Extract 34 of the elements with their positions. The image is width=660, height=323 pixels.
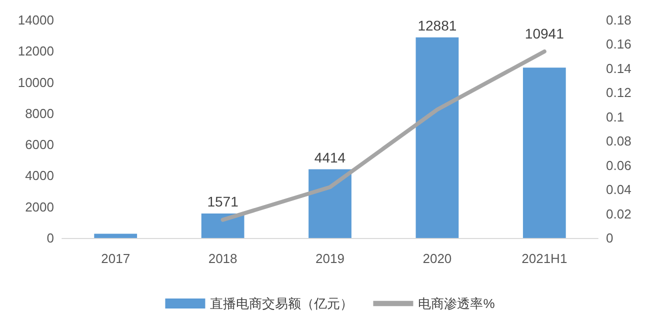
x-tick-label: 2017: [101, 251, 130, 266]
y2-tick-label: 0.08: [606, 134, 632, 149]
y2-tick-label: 0.16: [606, 36, 632, 52]
data-label: 1571: [207, 194, 239, 210]
legend-label: 电商渗透率%: [418, 296, 496, 311]
legend-label: 直播电商交易额（亿元）: [210, 296, 354, 311]
bar: [416, 37, 459, 238]
y-tick-label: 6000: [25, 137, 54, 152]
y2-tick-label: 0.06: [606, 158, 632, 173]
y-tick-label: 14000: [18, 12, 54, 28]
bar: [308, 169, 352, 238]
x-tick-label: 2019: [316, 251, 344, 266]
bar: [201, 214, 244, 238]
bar: [94, 234, 138, 238]
y-tick-label: 4000: [25, 168, 54, 184]
y2-tick-label: 0.18: [606, 12, 632, 28]
x-tick-label: 2018: [208, 251, 238, 266]
data-label: 10941: [524, 25, 564, 42]
bar: [522, 68, 566, 238]
y2-tick-label: 0.14: [606, 60, 632, 76]
y2-tick-label: 0: [606, 230, 614, 246]
y2-tick-label: 0.1: [606, 109, 624, 124]
y-tick-label: 0: [46, 230, 54, 246]
data-label: 4414: [314, 149, 346, 166]
y-tick-label: 12000: [18, 44, 54, 59]
y-tick-label: 10000: [18, 74, 54, 90]
y2-tick-label: 0.02: [606, 206, 632, 222]
data-label: 12881: [418, 17, 457, 34]
x-tick-label: 2020: [422, 251, 452, 266]
y2-tick-label: 0.04: [606, 182, 632, 198]
y-tick-label: 2000: [25, 199, 54, 214]
x-tick-label: 2021H1: [522, 251, 568, 266]
y2-tick-label: 0.12: [606, 85, 632, 100]
y-tick-label: 8000: [25, 106, 54, 121]
